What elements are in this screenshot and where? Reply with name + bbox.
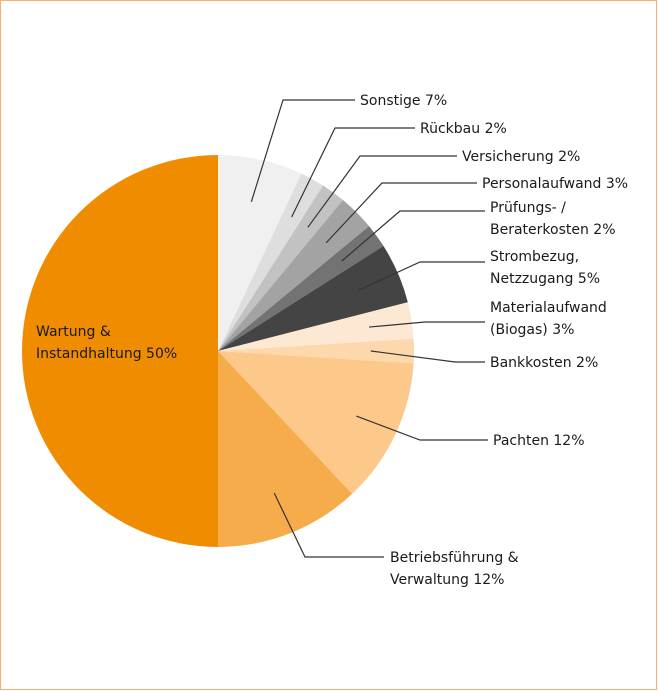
leader-line	[291, 127, 415, 218]
leader-line	[356, 415, 488, 441]
leader-line	[325, 182, 477, 244]
leader-line	[368, 321, 485, 328]
slice-label: (Biogas) 3%	[490, 322, 574, 338]
pie-slice	[218, 351, 353, 547]
slice-label: Betriebsführung &	[390, 550, 519, 566]
slice-label: Verwaltung 12%	[390, 572, 504, 588]
pie-slice	[218, 226, 384, 351]
leader-line	[358, 261, 485, 291]
pie-slice	[218, 351, 414, 494]
leader-line	[250, 99, 355, 202]
slice-label: Personalaufwand 3%	[482, 176, 628, 192]
slice-label: Instandhaltung 50%	[36, 346, 177, 362]
slice-label: Beraterkosten 2%	[490, 222, 616, 238]
pie-slice	[218, 155, 302, 351]
slice-label: Bankkosten 2%	[490, 355, 598, 371]
slice-label: Netzzugang 5%	[490, 271, 600, 287]
slice-label: Prüfungs- /	[490, 200, 566, 216]
slice-label: Versicherung 2%	[462, 149, 580, 165]
pie-slice	[218, 245, 408, 351]
slice-label: Sonstige 7%	[360, 93, 447, 109]
slice-label: Pachten 12%	[493, 433, 585, 449]
pie-slice	[218, 338, 415, 364]
slice-label: Rückbau 2%	[420, 121, 507, 137]
leader-line	[370, 350, 485, 363]
slice-label: Materialaufwand	[490, 300, 607, 316]
pie-slice	[218, 185, 343, 351]
leader-line	[341, 210, 485, 262]
pie-slice	[22, 155, 218, 547]
slice-label: Wartung &	[36, 324, 111, 340]
slice-label: Strombezug,	[490, 249, 579, 265]
leader-line	[307, 155, 457, 228]
pie-slice	[218, 173, 324, 351]
pie-slice	[218, 302, 414, 351]
leader-line	[273, 492, 384, 558]
